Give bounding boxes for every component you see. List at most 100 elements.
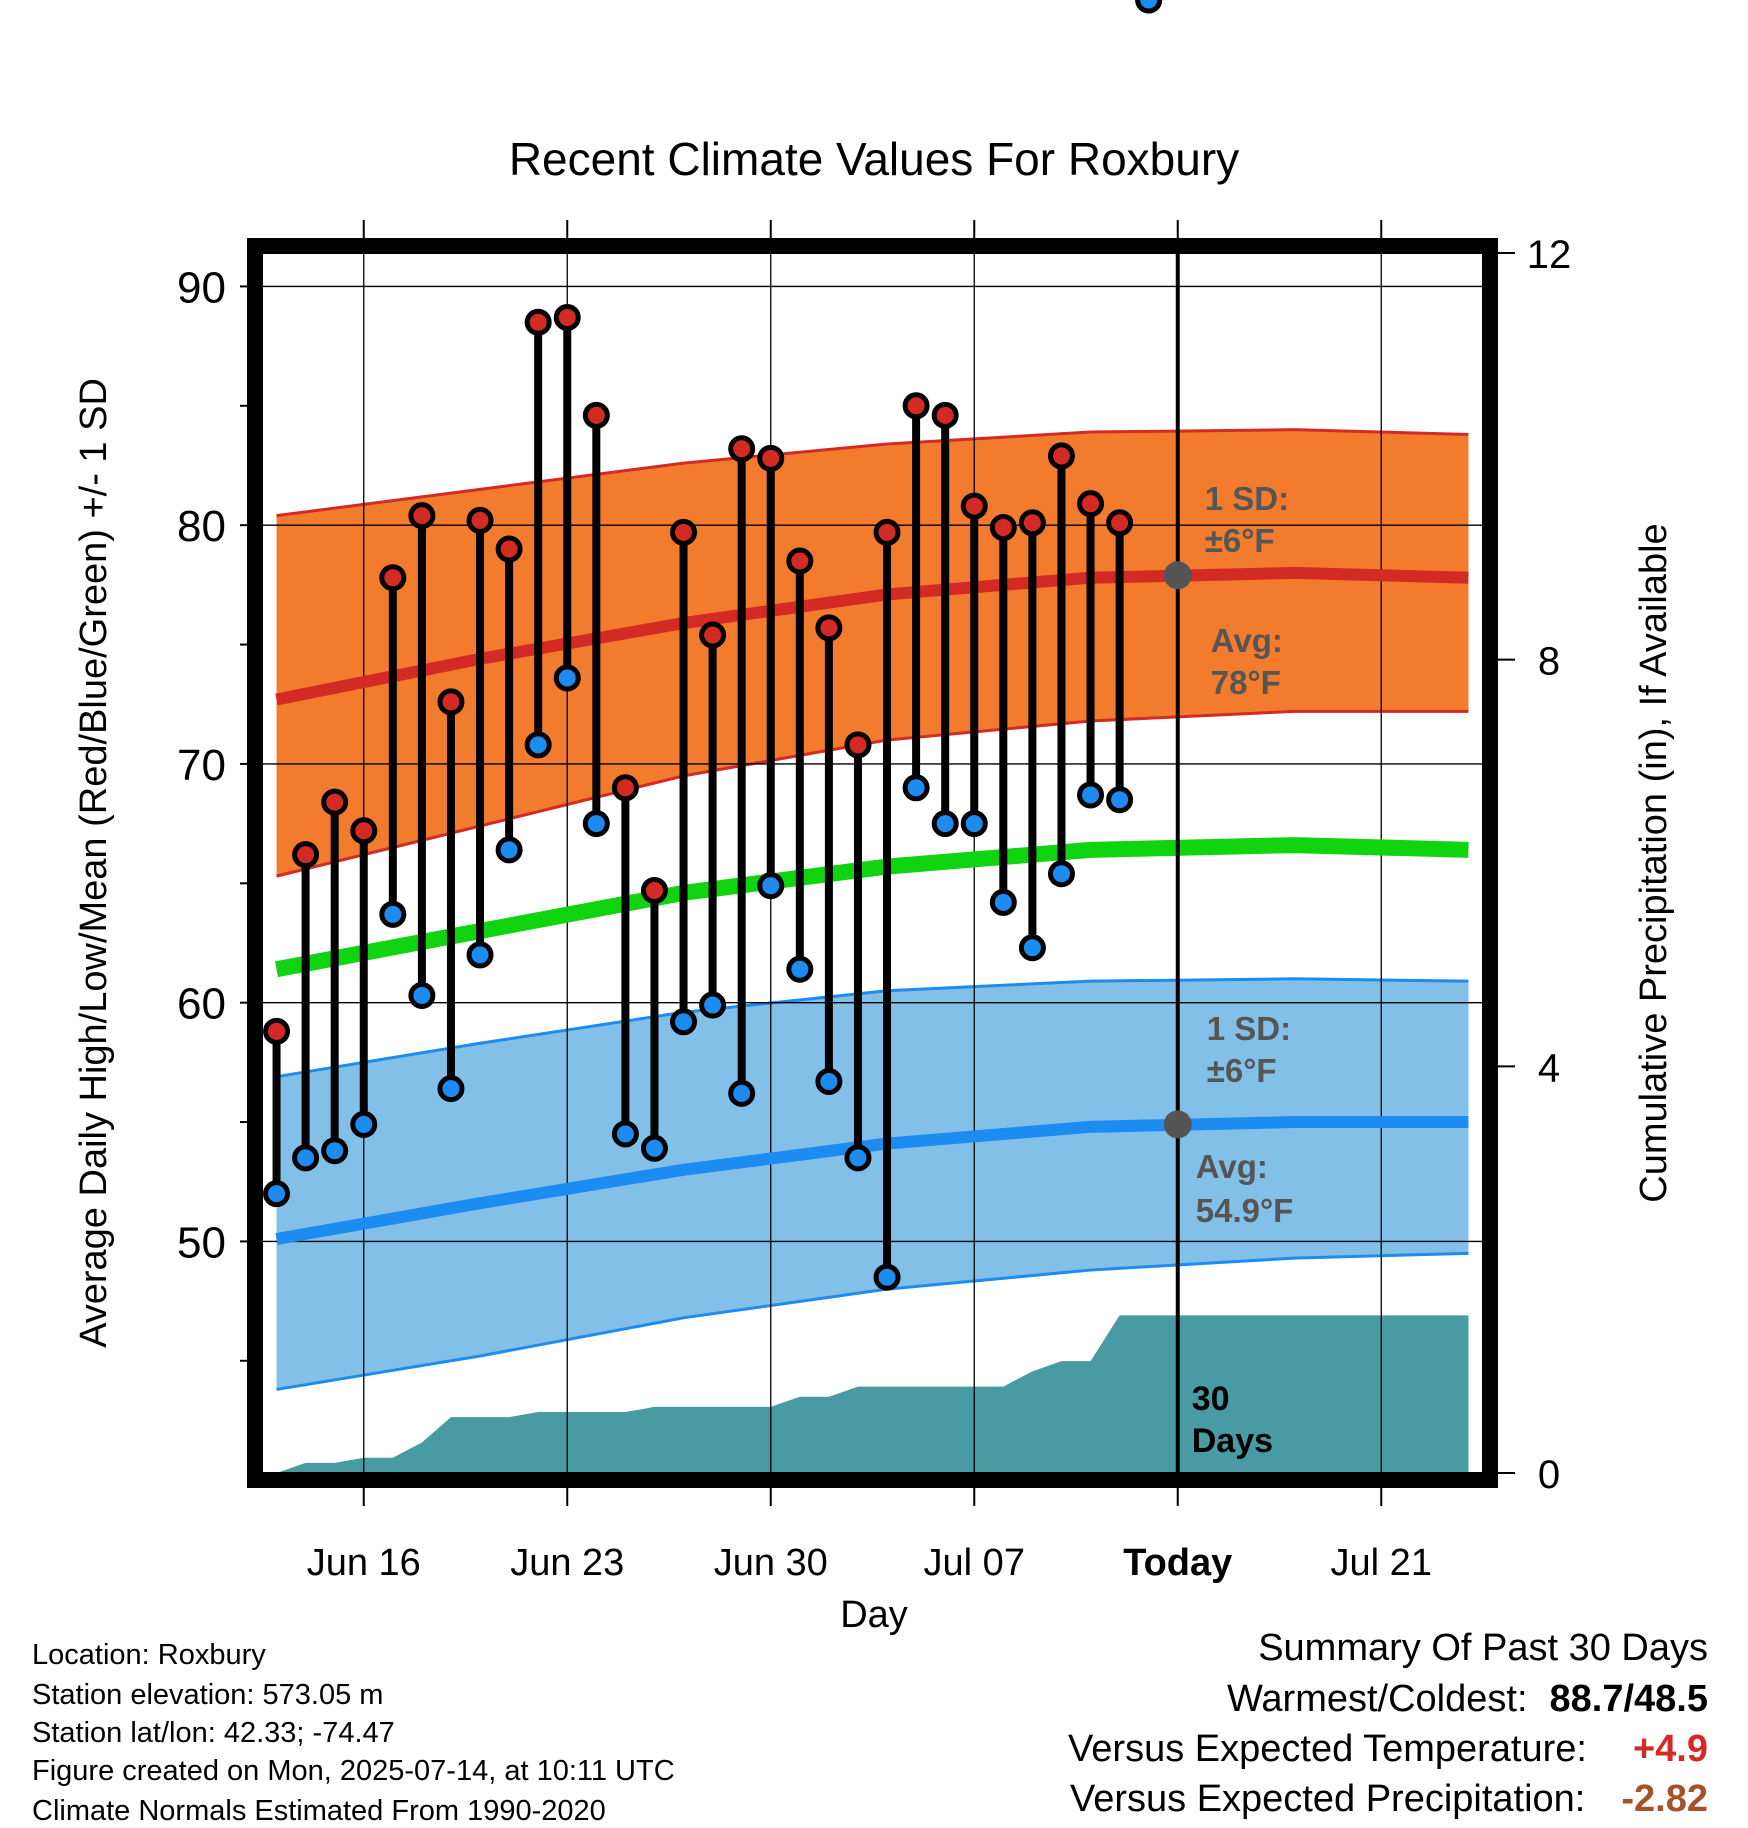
high-temp-point [611,774,639,802]
precip-days-label: Days [1192,1422,1273,1460]
high-temp-point [931,401,959,429]
y-tick-label: 70 [177,741,226,790]
low-avg-label: Avg: [1196,1148,1268,1185]
high-temp-point [263,1017,291,1045]
low-temp-point [640,1134,668,1162]
high-sd-value: ±6°F [1205,522,1275,559]
y2-tick-label: 12 [1527,233,1572,277]
x-tick-label: Jun 23 [510,1542,624,1584]
high-temp-point [292,841,320,869]
elevation-text: Station elevation: 573.05 m [32,1679,384,1711]
low-temp-point [292,1144,320,1172]
high-temp-point [466,506,494,534]
low-temp-point [1106,786,1134,814]
low-temp-point [873,1263,901,1291]
low-temp-point [1135,0,1163,14]
y-axis-label: Average Daily High/Low/Mean (Red/Blue/Gr… [73,378,115,1348]
low-sd-label: 1 SD: [1207,1010,1291,1047]
high-temp-point [350,817,378,845]
low-avg-value: 54.9°F [1196,1192,1294,1229]
y-tick-label: 90 [177,263,226,312]
latlon-text: Station lat/lon: 42.33; -74.47 [32,1717,395,1749]
precip-days-number: 30 [1192,1380,1230,1418]
high-temp-point [1106,509,1134,537]
high-temp-point [1018,509,1046,537]
low-temp-point [495,836,523,864]
low-temp-point [437,1075,465,1103]
low-temp-point [1047,860,1075,888]
high-temp-point [728,435,756,463]
high-temp-point [960,492,988,520]
high-temp-point [786,547,814,575]
today-high-avg-marker [1163,561,1192,590]
chart-title: Recent Climate Values For Roxbury [509,133,1239,185]
low-temp-point [524,731,552,759]
low-temp-point [786,955,814,983]
high-temp-point [321,788,349,816]
high-sd-label: 1 SD: [1205,480,1289,517]
low-temp-point [611,1120,639,1148]
low-sd-value: ±6°F [1207,1052,1277,1089]
low-temp-point [1018,934,1046,962]
low-temp-point [931,810,959,838]
high-avg-value: 78°F [1211,664,1281,701]
high-temp-point [553,303,581,331]
warmest-value: 88.7/48.5 [1549,1678,1708,1720]
high-temp-point [524,308,552,336]
y-tick-label: 80 [177,502,226,551]
summary-temp-row: Versus Expected Temperature: +4.9 [1068,1730,1708,1768]
normals-text: Climate Normals Estimated From 1990-2020 [32,1795,606,1827]
location-text: Location: Roxbury [32,1639,266,1671]
created-text: Figure created on Mon, 2025-07-14, at 10… [32,1755,675,1787]
high-temp-point [408,502,436,530]
precip-label: Versus Expected Precipitation: [1069,1778,1586,1820]
high-temp-point [844,731,872,759]
plot-frame [247,238,1498,1488]
low-temp-point [582,810,610,838]
low-temp-point [466,941,494,969]
y2-axis-label: Cumulative Precipitation (in), If Availa… [1633,523,1675,1202]
high-band-upper-edge [276,428,1469,518]
precip-area [276,1315,1469,1473]
low-temp-point [728,1079,756,1107]
high-temp-point [757,444,785,472]
high-avg-label: Avg: [1211,622,1283,659]
x-tick-label: Jun 30 [714,1542,828,1584]
summary-heading: Summary Of Past 30 Days [1258,1627,1708,1669]
temp-label: Versus Expected Temperature: [1068,1728,1587,1770]
high-temp-point [670,518,698,546]
high-temp-point [699,621,727,649]
low-temp-point [1077,781,1105,809]
x-tick-label: Today [1123,1542,1232,1584]
low-temp-point [960,810,988,838]
summary-warmest-row: Warmest/Coldest: 88.7/48.5 [1227,1680,1708,1718]
low-temp-point [379,900,407,928]
low-temp-point [670,1008,698,1036]
high-temp-point [873,518,901,546]
y2-tick-label: 0 [1538,1453,1560,1497]
high-temp-point [640,876,668,904]
low-sd-band [276,978,1469,1390]
high-temp-point [815,614,843,642]
x-axis-label: Day [840,1594,908,1636]
low-temp-point [815,1067,843,1095]
high-sd-band [276,429,1469,877]
y2-tick-label: 4 [1538,1046,1560,1090]
low-temp-point [321,1137,349,1165]
low-temp-point [699,991,727,1019]
high-temp-point [1047,442,1075,470]
high-temp-point [437,688,465,716]
high-temp-point [902,392,930,420]
high-temp-point [495,535,523,563]
low-temp-point [408,982,436,1010]
x-tick-label: Jul 21 [1331,1542,1432,1584]
y-tick-label: 50 [177,1218,226,1267]
precip-value: -2.82 [1621,1778,1708,1820]
warmest-label: Warmest/Coldest: [1226,1678,1528,1720]
low-temp-point [553,664,581,692]
low-temp-point [350,1110,378,1138]
high-temp-point [582,401,610,429]
summary-precip-row: Versus Expected Precipitation: -2.82 [1070,1780,1708,1818]
low-temp-point [263,1180,291,1208]
